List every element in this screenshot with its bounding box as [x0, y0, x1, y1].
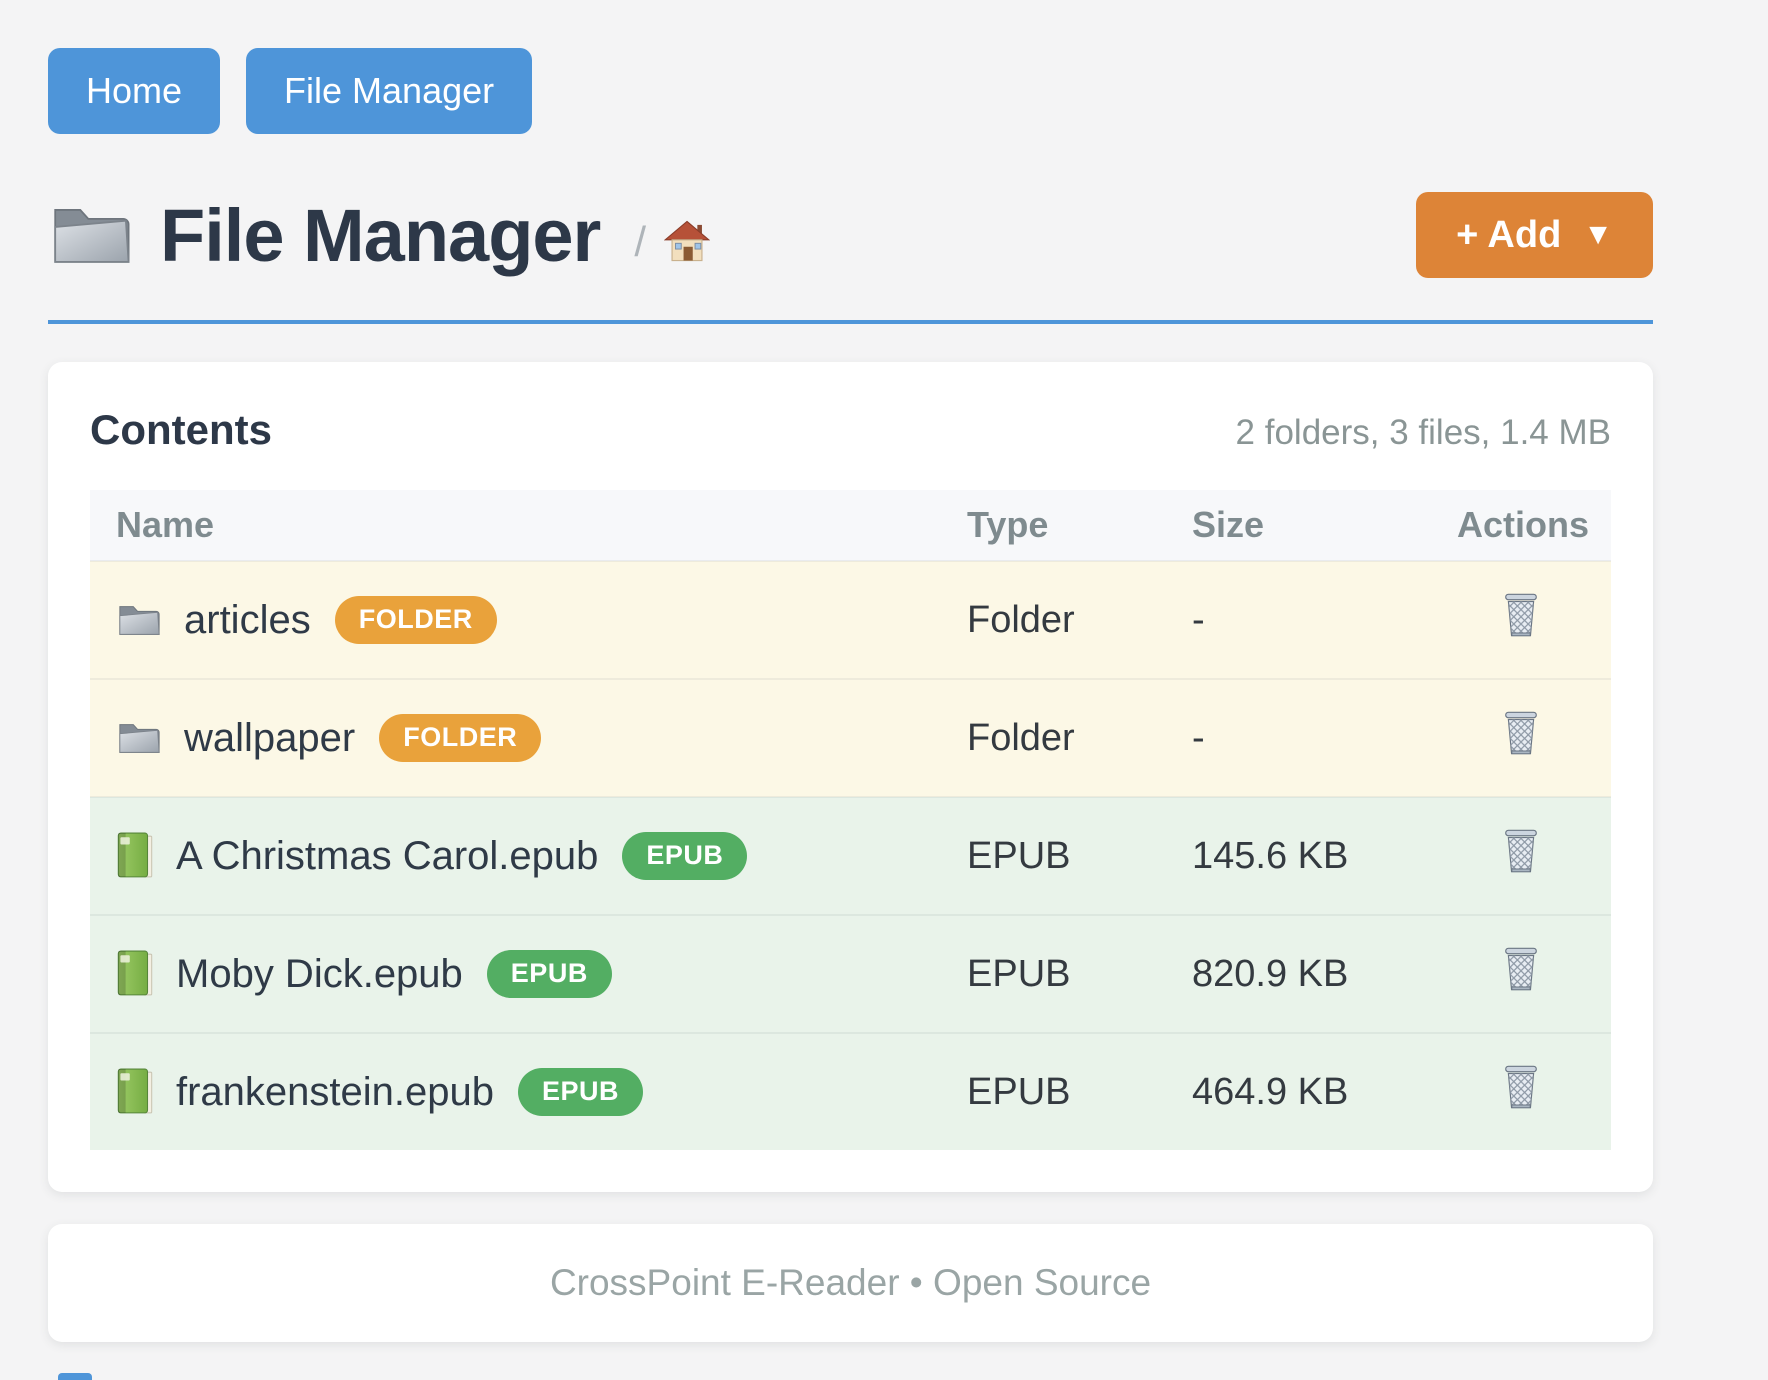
file-name[interactable]: articles [184, 597, 311, 642]
delete-button[interactable] [1503, 826, 1539, 876]
partial-button-bottom[interactable] [58, 1373, 92, 1380]
trash-icon [1503, 590, 1539, 640]
folder-icon [48, 201, 134, 269]
top-nav: Home File Manager [48, 48, 1653, 134]
column-header-size: Size [1166, 490, 1431, 561]
type-badge: EPUB [486, 950, 612, 998]
breadcrumb-separator: / [634, 218, 647, 265]
delete-button[interactable] [1503, 590, 1539, 640]
file-size: 145.6 KB [1166, 796, 1431, 915]
caret-down-icon: ▼ [1583, 218, 1613, 251]
trash-icon [1503, 1062, 1539, 1112]
file-type: EPUB [941, 1032, 1166, 1150]
table-row[interactable]: A Christmas Carol.epub EPUB EPUB 145.6 K… [90, 796, 1611, 915]
add-button-label: + Add [1456, 214, 1562, 256]
contents-summary: 2 folders, 3 files, 1.4 MB [1235, 413, 1611, 452]
file-type: EPUB [941, 796, 1166, 915]
type-badge: FOLDER [379, 714, 542, 762]
column-header-name: Name [90, 490, 941, 561]
table-row[interactable]: wallpaper FOLDER Folder - [90, 678, 1611, 797]
delete-button[interactable] [1503, 708, 1539, 758]
contents-title: Contents [90, 406, 272, 453]
folder-icon [116, 718, 162, 758]
file-name[interactable]: Moby Dick.epub [176, 951, 463, 996]
nav-file-manager-button[interactable]: File Manager [246, 48, 533, 134]
delete-button[interactable] [1503, 944, 1539, 994]
footer-text: CrossPoint E-Reader • Open Source [549, 1262, 1152, 1303]
footer-card: CrossPoint E-Reader • Open Source [48, 1224, 1653, 1342]
file-name[interactable]: wallpaper [184, 715, 356, 760]
book-icon [116, 1068, 154, 1116]
table-row[interactable]: frankenstein.epub EPUB EPUB 464.9 KB [90, 1032, 1611, 1150]
trash-icon [1503, 944, 1539, 994]
folder-icon [116, 600, 162, 640]
title-underline [48, 320, 1653, 324]
file-size: - [1166, 560, 1431, 679]
page-header: File Manager / + Add ▼ [48, 192, 1653, 278]
table-row[interactable]: Moby Dick.epub EPUB EPUB 820.9 KB [90, 914, 1611, 1033]
book-icon [116, 832, 154, 880]
page: Home File Manager File Manager / [48, 48, 1653, 1342]
table-row[interactable]: articles FOLDER Folder - [90, 560, 1611, 679]
files-table: Name Type Size Actions [90, 490, 1611, 1150]
book-icon [116, 950, 154, 998]
trash-icon [1503, 826, 1539, 876]
add-button[interactable]: + Add ▼ [1416, 192, 1653, 278]
contents-card: Contents 2 folders, 3 files, 1.4 MB Name… [48, 362, 1653, 1192]
type-badge: EPUB [622, 832, 748, 880]
column-header-type: Type [941, 490, 1166, 561]
file-size: 820.9 KB [1166, 914, 1431, 1033]
table-header-row: Name Type Size Actions [90, 490, 1611, 561]
nav-home-button[interactable]: Home [48, 48, 221, 134]
page-title: File Manager [160, 193, 601, 277]
type-badge: EPUB [518, 1068, 644, 1116]
house-icon[interactable] [663, 220, 711, 262]
delete-button[interactable] [1503, 1062, 1539, 1112]
file-size: 464.9 KB [1166, 1032, 1431, 1150]
file-name[interactable]: A Christmas Carol.epub [176, 833, 599, 878]
file-size: - [1166, 678, 1431, 797]
file-type: Folder [941, 678, 1166, 797]
type-badge: FOLDER [334, 596, 497, 644]
column-header-actions: Actions [1431, 490, 1611, 561]
file-type: Folder [941, 560, 1166, 679]
trash-icon [1503, 708, 1539, 758]
file-name[interactable]: frankenstein.epub [176, 1069, 495, 1114]
files-table-body: articles FOLDER Folder - [90, 560, 1611, 1150]
file-type: EPUB [941, 914, 1166, 1033]
